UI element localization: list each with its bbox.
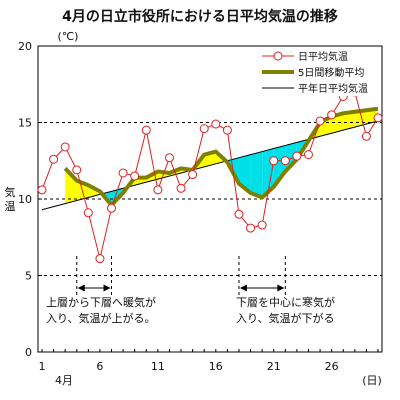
x-tick-label: 21 bbox=[267, 360, 281, 373]
daily-temperature-point bbox=[303, 150, 313, 160]
legend-daily-marker bbox=[273, 51, 283, 61]
daily-temperature-point bbox=[292, 151, 302, 161]
above-normal-fill bbox=[65, 168, 77, 204]
chart-title: 4月の日立市役所における日平均気温の推移 bbox=[62, 8, 338, 25]
moving-average-line bbox=[63, 106, 379, 208]
daily-temperature-point bbox=[83, 208, 93, 218]
legend-moving-average-label: 5日間移動平均 bbox=[298, 66, 364, 79]
annotation-arrowhead bbox=[77, 284, 85, 292]
daily-temperature-point bbox=[130, 171, 140, 181]
daily-temperature-point bbox=[176, 183, 186, 193]
y-unit-label: (℃) bbox=[58, 30, 79, 43]
legend-daily-label: 日平均気温 bbox=[298, 50, 348, 63]
daily-temperature-point bbox=[280, 156, 290, 166]
daily-temperature-point bbox=[269, 156, 279, 166]
y-tick-label: 5 bbox=[25, 270, 32, 283]
daily-temperature-point bbox=[153, 185, 163, 195]
above-normal-fill bbox=[343, 111, 355, 131]
daily-temperature-point bbox=[95, 254, 105, 264]
annotation-arrowhead bbox=[103, 284, 111, 292]
daily-temperature-point bbox=[72, 165, 82, 175]
daily-temperature-point bbox=[37, 185, 47, 195]
y-tick-label: 0 bbox=[25, 346, 32, 359]
daily-temperature-point bbox=[222, 125, 232, 135]
y-axis-label-char: 気 bbox=[5, 185, 16, 199]
annotation-arrowhead bbox=[239, 284, 247, 292]
daily-temperature-point bbox=[211, 119, 221, 129]
x-tick-label: 11 bbox=[151, 360, 165, 373]
daily-temperature-point bbox=[361, 131, 371, 141]
annotation-arrowhead bbox=[277, 284, 285, 292]
daily-temperature-point bbox=[107, 203, 117, 213]
below-normal-fill bbox=[273, 145, 286, 187]
annotation-text: 上層から下層へ暖気が bbox=[46, 295, 156, 309]
daily-temperature-point bbox=[234, 209, 244, 219]
daily-temperature-point bbox=[373, 113, 383, 123]
below-normal-fill bbox=[250, 151, 263, 198]
daily-temperature-line bbox=[41, 91, 379, 259]
daily-temperature-point bbox=[257, 220, 267, 230]
daily-temperature-point bbox=[246, 223, 256, 233]
y-tick-label: 15 bbox=[18, 117, 32, 130]
x-tick-label: 6 bbox=[96, 360, 103, 373]
grid bbox=[38, 122, 382, 276]
month-label: 4月 bbox=[55, 374, 73, 387]
annotation-text: 下層を中心に寒気が bbox=[236, 295, 335, 309]
daily-temperature-point bbox=[141, 125, 151, 135]
normal-temperature-line bbox=[41, 120, 379, 211]
daily-temperature-point bbox=[327, 110, 337, 120]
x-unit-label: (日) bbox=[362, 374, 382, 387]
legend-normal-label: 平年日平均気温 bbox=[298, 82, 368, 95]
annotation-text: 入り、気温が上がる。 bbox=[46, 311, 156, 325]
y-tick-label: 20 bbox=[18, 40, 32, 53]
x-tick-label: 1 bbox=[39, 360, 46, 373]
daily-temperature-point bbox=[188, 170, 198, 180]
daily-temperature-point bbox=[164, 153, 174, 163]
x-tick-label: 16 bbox=[209, 360, 223, 373]
daily-temperature-point bbox=[49, 154, 59, 164]
x-tick-label: 26 bbox=[325, 360, 339, 373]
daily-temperature-point bbox=[315, 116, 325, 126]
daily-temperature-point bbox=[118, 168, 128, 178]
daily-temperature-point bbox=[60, 142, 70, 152]
annotation-text: 入り、気温が下がる bbox=[236, 311, 335, 325]
y-axis-label-char: 温 bbox=[5, 200, 16, 213]
below-normal-fill bbox=[238, 154, 251, 193]
y-tick-label: 10 bbox=[18, 193, 32, 206]
series bbox=[37, 87, 383, 264]
daily-temperature-point bbox=[199, 124, 209, 134]
